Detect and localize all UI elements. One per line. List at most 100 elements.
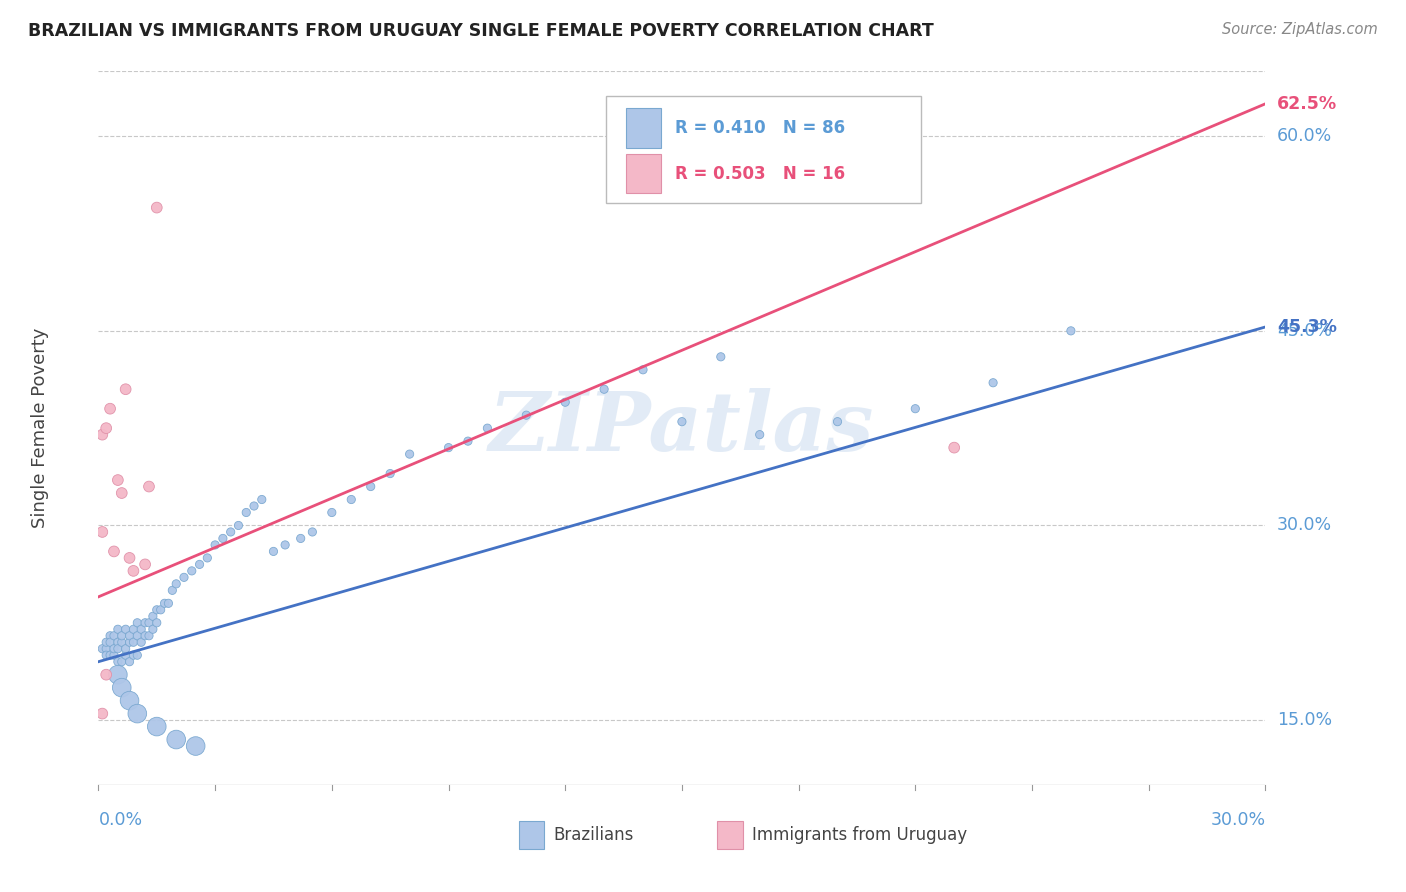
Point — [127, 706, 149, 721]
Bar — [626, 154, 661, 194]
Point — [290, 532, 312, 546]
Text: 45.0%: 45.0% — [1277, 322, 1331, 340]
Point — [981, 376, 1004, 390]
Point — [398, 447, 420, 461]
Text: Single Female Poverty: Single Female Poverty — [31, 328, 49, 528]
Point — [195, 550, 218, 565]
Point — [188, 558, 211, 572]
Text: 45.3%: 45.3% — [1277, 318, 1337, 336]
Point — [1060, 324, 1083, 338]
Point — [321, 506, 343, 520]
Point — [114, 641, 136, 656]
Point — [173, 570, 195, 584]
Point — [98, 635, 121, 649]
Point — [228, 518, 250, 533]
Point — [111, 635, 134, 649]
Point — [111, 629, 134, 643]
Point — [111, 486, 134, 500]
Point — [180, 564, 202, 578]
Point — [165, 732, 187, 747]
Point — [114, 382, 136, 396]
Text: 60.0%: 60.0% — [1277, 128, 1333, 145]
Point — [98, 401, 121, 416]
Point — [107, 635, 129, 649]
Point — [262, 544, 284, 558]
Point — [134, 615, 156, 630]
Point — [138, 615, 160, 630]
Point — [437, 441, 460, 455]
Point — [118, 550, 141, 565]
Point — [631, 363, 654, 377]
Text: 15.0%: 15.0% — [1277, 711, 1333, 729]
Point — [91, 706, 114, 721]
Text: 62.5%: 62.5% — [1277, 95, 1337, 112]
Point — [111, 681, 134, 695]
Bar — [519, 821, 544, 849]
Point — [118, 629, 141, 643]
Point — [107, 641, 129, 656]
Point — [114, 648, 136, 663]
Point — [103, 648, 125, 663]
Point — [103, 641, 125, 656]
Text: R = 0.503   N = 16: R = 0.503 N = 16 — [675, 165, 845, 183]
Point — [96, 648, 118, 663]
Point — [122, 648, 145, 663]
Point — [515, 408, 537, 422]
Point — [671, 415, 693, 429]
Point — [943, 441, 966, 455]
Text: 30.0%: 30.0% — [1211, 811, 1265, 829]
Text: Brazilians: Brazilians — [554, 826, 634, 844]
Point — [146, 615, 169, 630]
Point — [138, 479, 160, 493]
Point — [118, 655, 141, 669]
Text: 30.0%: 30.0% — [1277, 516, 1333, 534]
Point — [98, 648, 121, 663]
Point — [212, 532, 235, 546]
Point — [457, 434, 479, 449]
Point — [360, 479, 382, 493]
Point — [122, 564, 145, 578]
Point — [301, 524, 323, 539]
Point — [127, 629, 149, 643]
Point — [219, 524, 242, 539]
Point — [162, 583, 184, 598]
Point — [129, 622, 152, 636]
Point — [146, 603, 169, 617]
Point — [146, 720, 169, 734]
Point — [122, 622, 145, 636]
Point — [904, 401, 927, 416]
Point — [157, 596, 180, 610]
Point — [91, 641, 114, 656]
Point — [96, 635, 118, 649]
Point — [142, 622, 165, 636]
Point — [129, 635, 152, 649]
Bar — [626, 108, 661, 147]
Point — [477, 421, 499, 435]
Point — [149, 603, 172, 617]
Point — [554, 395, 576, 409]
FancyBboxPatch shape — [606, 96, 921, 203]
Text: R = 0.410   N = 86: R = 0.410 N = 86 — [675, 119, 845, 136]
Point — [103, 544, 125, 558]
Point — [114, 622, 136, 636]
Bar — [717, 821, 742, 849]
Text: Source: ZipAtlas.com: Source: ZipAtlas.com — [1222, 22, 1378, 37]
Point — [142, 609, 165, 624]
Point — [134, 558, 156, 572]
Text: ZIPatlas: ZIPatlas — [489, 388, 875, 468]
Text: 0.0%: 0.0% — [98, 811, 142, 829]
Point — [91, 524, 114, 539]
Text: Immigrants from Uruguay: Immigrants from Uruguay — [752, 826, 967, 844]
Point — [107, 667, 129, 681]
Text: BRAZILIAN VS IMMIGRANTS FROM URUGUAY SINGLE FEMALE POVERTY CORRELATION CHART: BRAZILIAN VS IMMIGRANTS FROM URUGUAY SIN… — [28, 22, 934, 40]
Point — [111, 655, 134, 669]
Point — [380, 467, 402, 481]
Point — [98, 629, 121, 643]
Point — [250, 492, 273, 507]
Point — [710, 350, 733, 364]
Point — [184, 739, 207, 753]
Point — [165, 577, 187, 591]
Point — [138, 629, 160, 643]
Point — [827, 415, 849, 429]
Point — [593, 382, 616, 396]
